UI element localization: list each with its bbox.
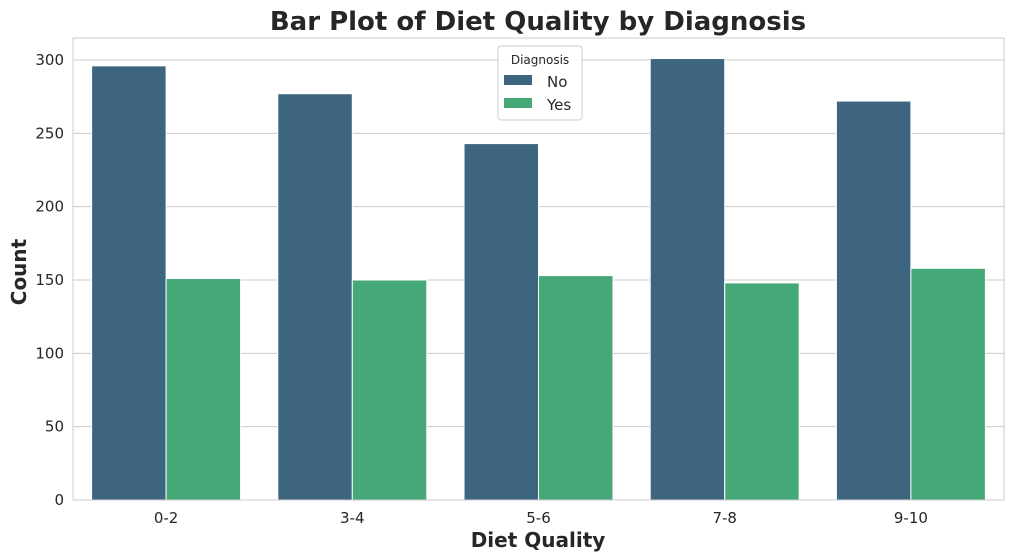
bar-no-7-8 — [649, 58, 726, 501]
legend-label-yes: Yes — [546, 96, 571, 114]
y-tick-label: 300 — [35, 51, 64, 69]
x-tick-label: 0-2 — [154, 509, 179, 527]
plot-frame — [72, 37, 1005, 501]
bar-yes-0-2 — [165, 278, 242, 501]
legend-title: Diagnosis — [511, 53, 569, 67]
bar-yes-7-8 — [724, 282, 800, 501]
x-tick-label: 7-8 — [712, 509, 737, 527]
x-axis-label: Diet Quality — [471, 528, 606, 552]
bar-no-0-2 — [91, 65, 167, 501]
y-tick-label: 100 — [35, 344, 64, 362]
y-axis-label: Count — [7, 238, 31, 305]
x-tick-label: 5-6 — [526, 509, 551, 527]
y-tick-label: 150 — [35, 271, 64, 289]
bar-yes-9-10 — [910, 267, 986, 501]
legend-swatch-yes — [504, 98, 532, 108]
x-tick-labels: 0-2 3-4 5-6 7-8 9-10 — [154, 509, 928, 527]
legend: Diagnosis No Yes — [497, 45, 583, 121]
plot-area — [72, 37, 1005, 501]
y-tick-label: 200 — [35, 198, 64, 216]
legend-label-no: No — [547, 73, 567, 91]
y-tick-label: 50 — [45, 418, 64, 436]
bar-yes-3-4 — [351, 279, 428, 501]
bar-no-5-6 — [463, 143, 539, 501]
chart-title: Bar Plot of Diet Quality by Diagnosis — [270, 7, 806, 37]
bar-no-3-4 — [277, 93, 353, 501]
x-tick-label: 9-10 — [894, 509, 928, 527]
x-tick-label: 3-4 — [340, 509, 365, 527]
bar-yes-5-6 — [538, 275, 614, 501]
legend-swatch-no — [504, 75, 532, 85]
bar-no-9-10 — [835, 100, 912, 501]
y-tick-labels: 0 50 100 150 200 250 300 — [35, 51, 64, 509]
y-tick-label: 250 — [35, 124, 64, 142]
y-tick-label: 0 — [54, 491, 64, 509]
bars — [91, 58, 986, 501]
